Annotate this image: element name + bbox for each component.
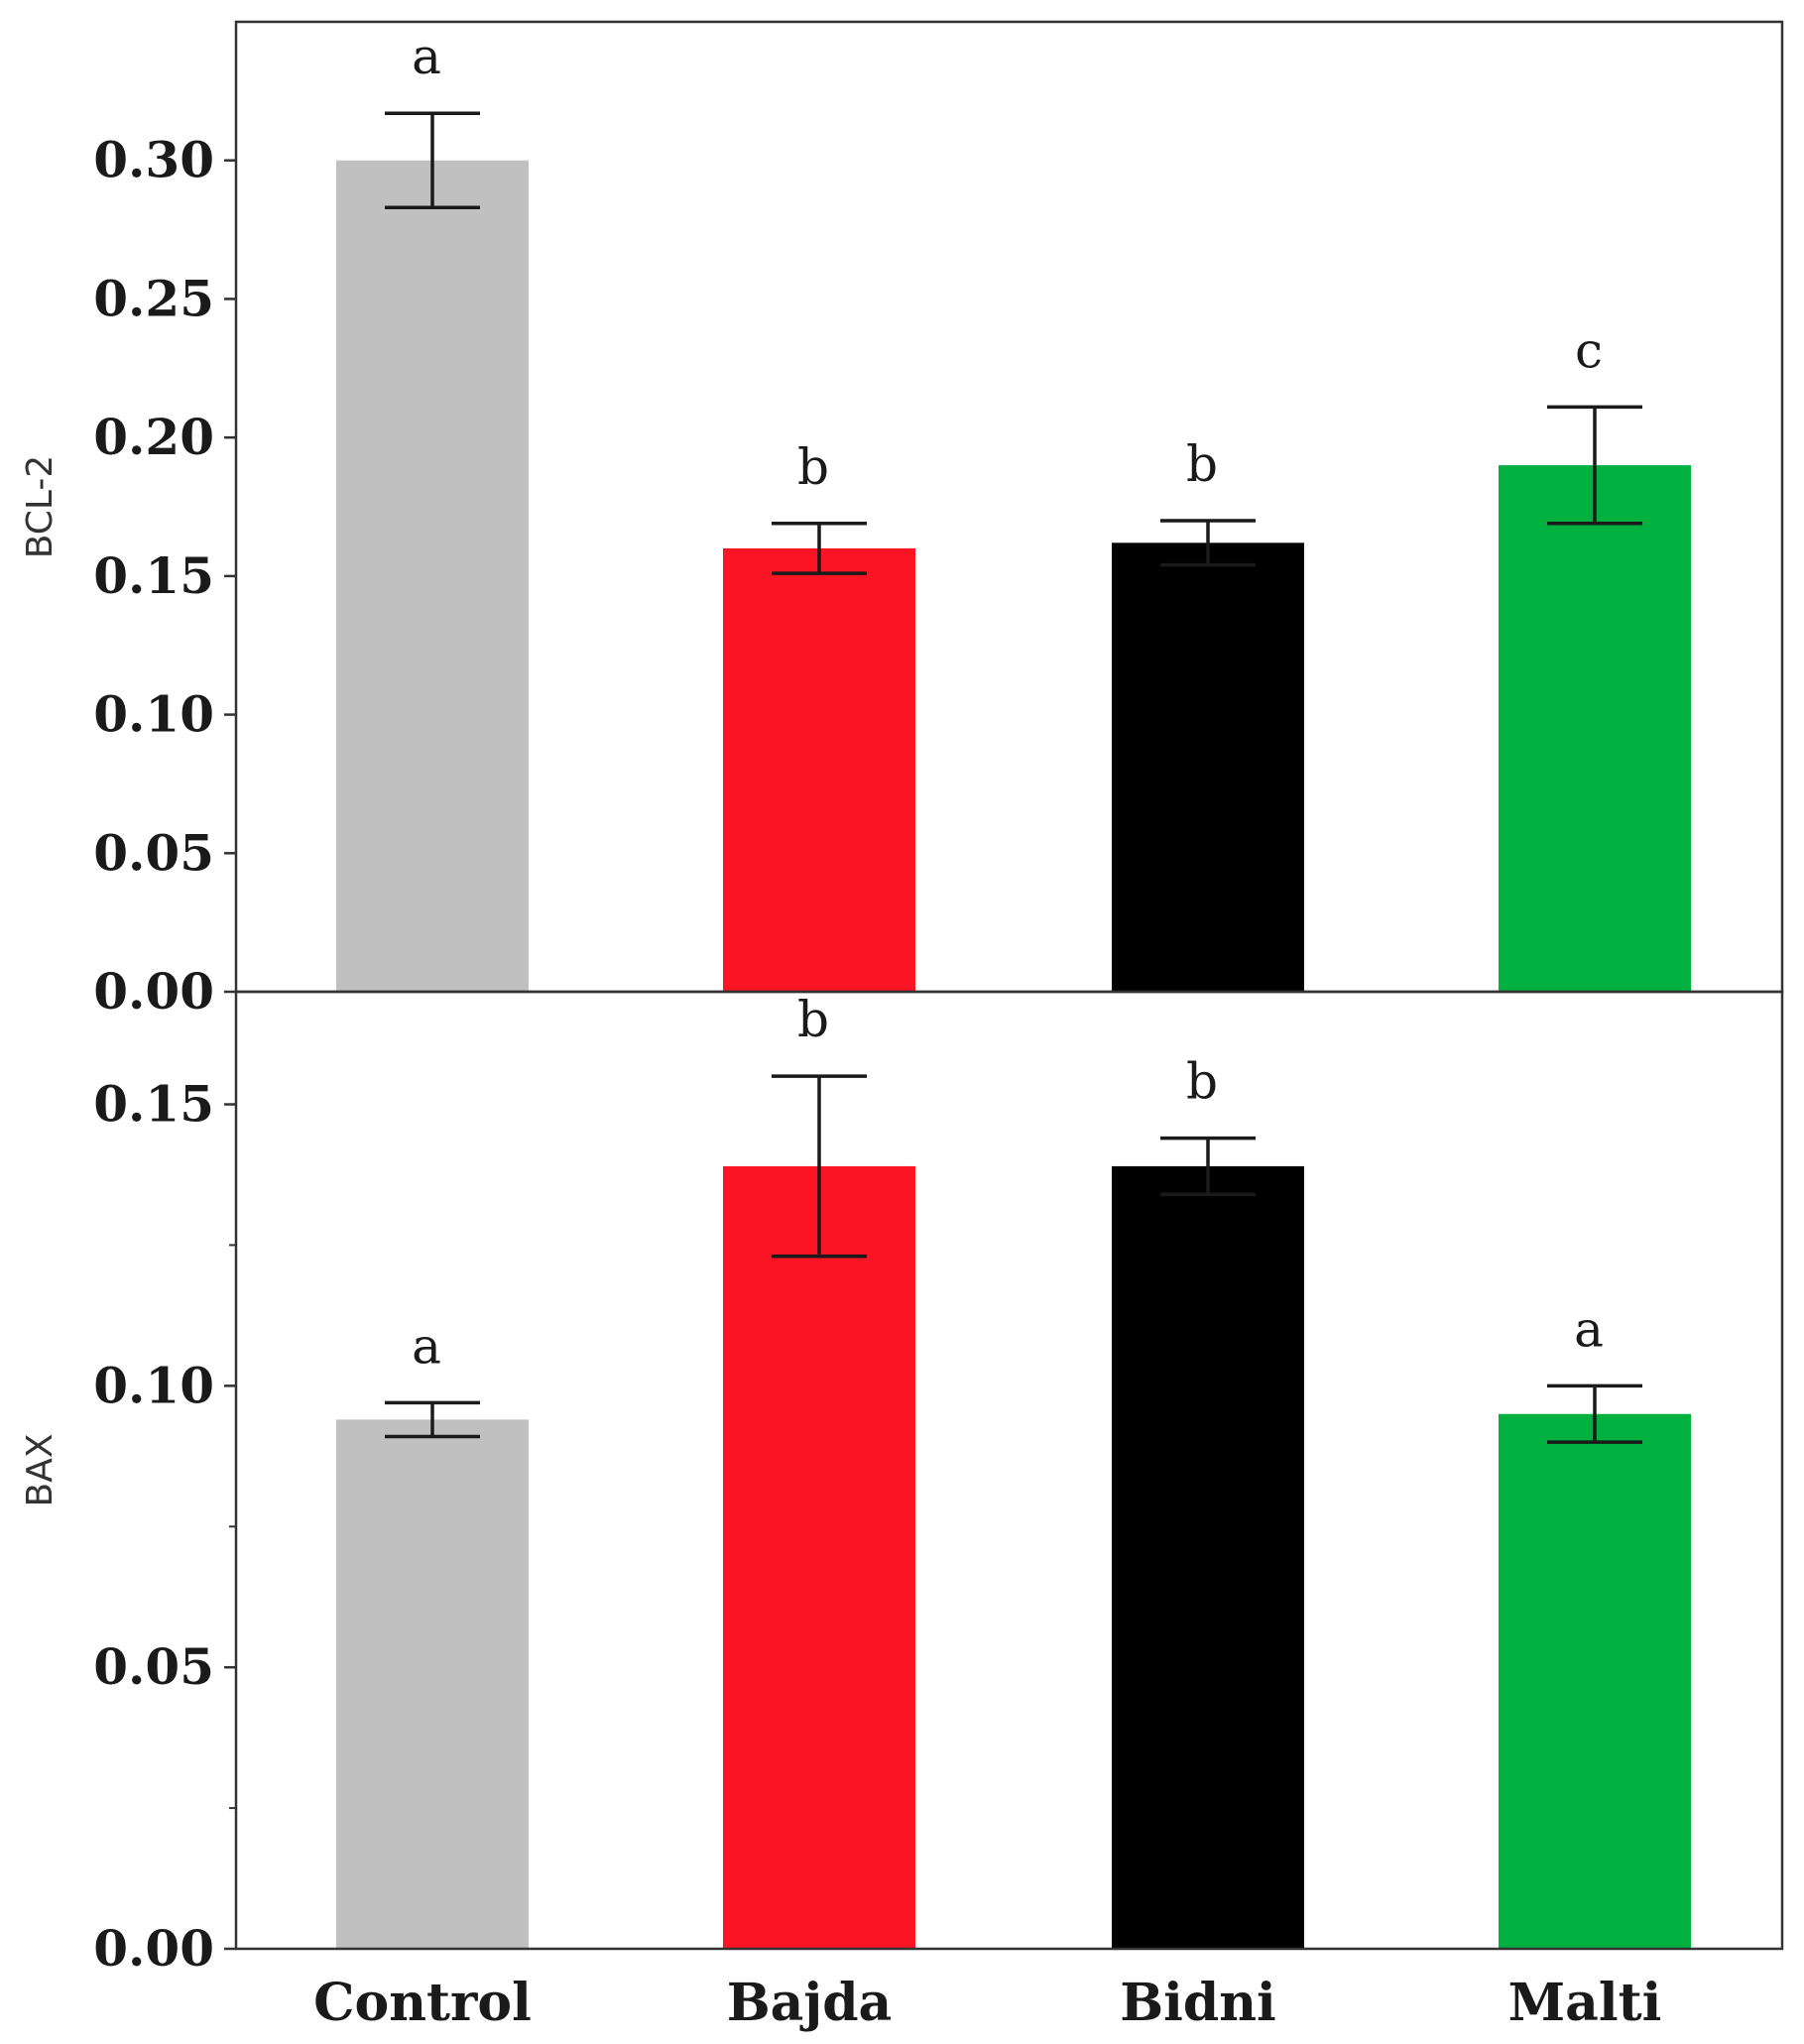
significance-label: c (1575, 321, 1603, 379)
category-label-malti: Malti (1508, 1973, 1662, 2033)
y-tick-label: 0.10 (93, 1356, 214, 1414)
significance-label: b (1186, 435, 1218, 493)
error-bar-bidni (1160, 519, 1256, 567)
y-tick-label: 0.00 (93, 1919, 214, 1978)
y-tick-label: 0.30 (93, 131, 214, 189)
plot-frame (234, 990, 1784, 1951)
error-bar-control (385, 1400, 480, 1439)
significance-label: b (1186, 1053, 1218, 1111)
bar-control (336, 160, 529, 992)
y-tick-label: 0.20 (93, 408, 214, 466)
y-axis-title: BCL-2 (20, 455, 60, 559)
bar-bajda (723, 547, 915, 992)
significance-label: a (412, 1317, 441, 1375)
error-bar-bajda (772, 522, 867, 575)
bar-bidni (1112, 1165, 1304, 1949)
y-tick-label: 0.05 (93, 1637, 214, 1696)
y-tick-label: 0.00 (93, 962, 214, 1021)
error-bar-malti (1547, 1383, 1642, 1444)
error-bar-bidni (1160, 1136, 1256, 1197)
bar-bidni (1112, 542, 1304, 992)
error-bar-bajda (772, 1074, 867, 1259)
panel-bcl2: a b b c 0.00 0.05 0.10 0.15 0.20 0.25 0.30 BCL-2 (20, 20, 1784, 1021)
error-bar-malti (1547, 405, 1642, 526)
significance-label: a (412, 28, 441, 85)
bar-control (336, 1419, 529, 1949)
category-label-bajda: Bajda (727, 1973, 893, 2033)
category-label-control: Control (313, 1973, 532, 2033)
y-axis-title: BAX (20, 1434, 60, 1507)
significance-label: b (797, 438, 829, 496)
category-label-bidni: Bidni (1120, 1973, 1276, 2033)
error-bar-control (385, 111, 480, 209)
panel-bax: a b b a 0.00 0.05 0.10 0.15 BAX Control Bajda Bidni… (20, 990, 1784, 2033)
significance-label: b (797, 991, 829, 1048)
bar-malti (1499, 465, 1691, 993)
bar-malti (1499, 1413, 1691, 1949)
bar-bajda (723, 1165, 915, 1949)
y-tick-label: 0.05 (93, 823, 214, 882)
significance-label: a (1574, 1300, 1604, 1358)
y-tick-label: 0.15 (93, 1075, 214, 1134)
y-tick-label: 0.25 (93, 269, 214, 327)
y-tick-label: 0.10 (93, 685, 214, 744)
y-tick-label: 0.15 (93, 546, 214, 605)
